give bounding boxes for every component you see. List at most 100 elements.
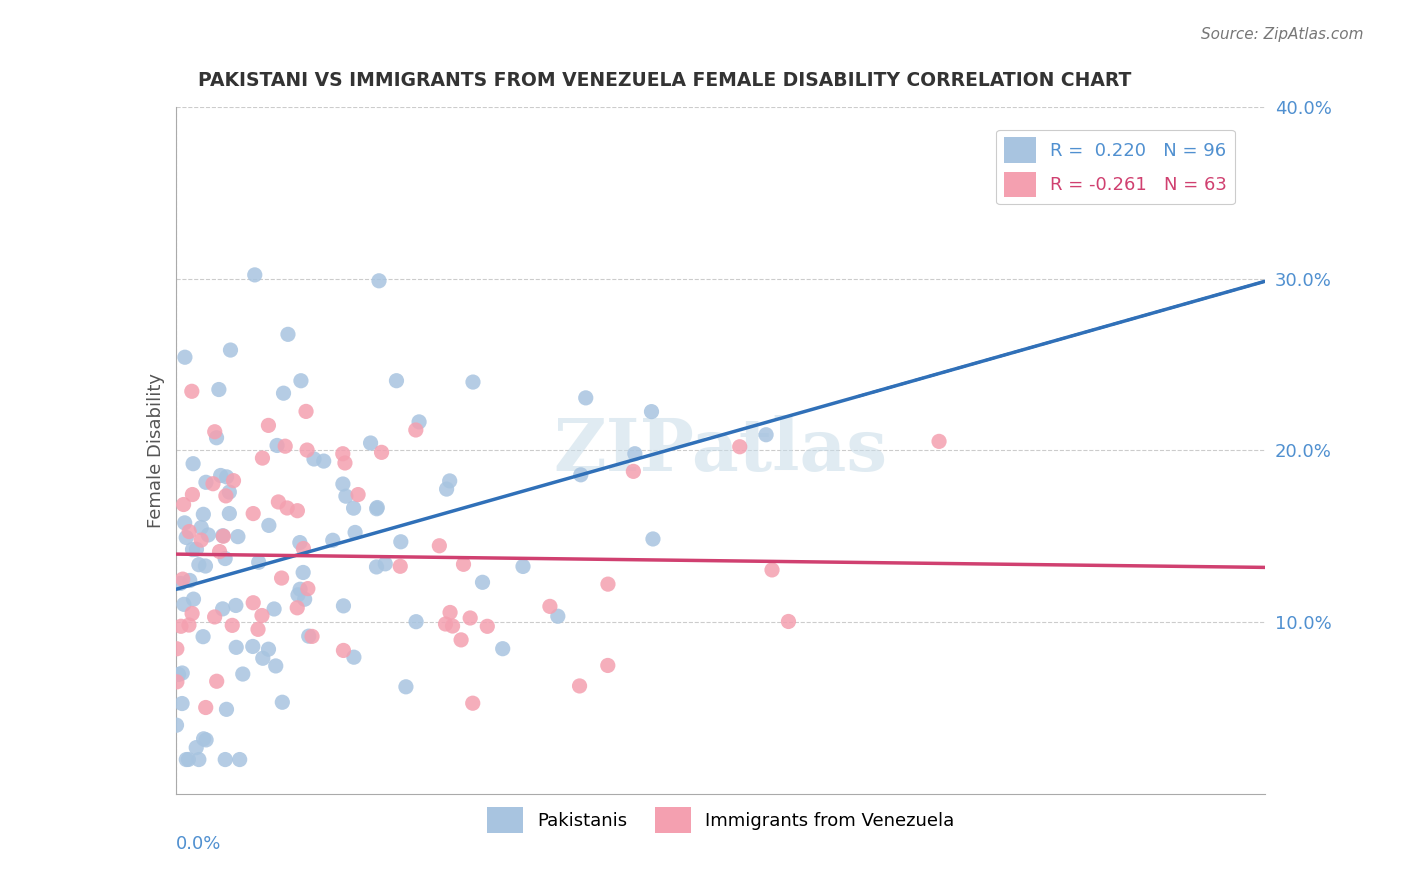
Point [179, 524, 201, 539]
Point [215, 470, 238, 484]
Point [195, 732, 218, 747]
Point [194, 700, 217, 714]
Point [366, 500, 388, 515]
Point [441, 619, 464, 633]
Point [174, 531, 197, 545]
Point [360, 436, 382, 450]
Point [297, 582, 319, 596]
Point [287, 504, 309, 518]
Point [276, 500, 298, 515]
Point [263, 602, 285, 616]
Point [270, 571, 292, 585]
Point [761, 563, 783, 577]
Point [301, 629, 323, 643]
Point [257, 642, 280, 657]
Point [439, 474, 461, 488]
Point [292, 566, 315, 580]
Point [295, 404, 318, 418]
Point [778, 615, 800, 629]
Point [187, 558, 209, 572]
Point [211, 602, 233, 616]
Point [166, 641, 188, 656]
Point [395, 680, 418, 694]
Point [385, 374, 408, 388]
Point [596, 577, 619, 591]
Point [183, 592, 205, 607]
Point [218, 485, 240, 500]
Point [366, 560, 388, 574]
Point [461, 696, 484, 710]
Point [190, 520, 212, 534]
Point [174, 350, 197, 364]
Point [181, 457, 204, 471]
Point [186, 740, 208, 755]
Point [624, 447, 647, 461]
Point [205, 431, 228, 445]
Point [285, 600, 308, 615]
Point [166, 674, 188, 689]
Point [228, 753, 250, 767]
Point [257, 418, 280, 433]
Point [194, 559, 217, 574]
Point [218, 507, 240, 521]
Point [208, 544, 231, 558]
Point [193, 508, 215, 522]
Point [450, 632, 472, 647]
Point [173, 516, 195, 530]
Point [190, 533, 212, 547]
Point [214, 551, 236, 566]
Point [215, 489, 238, 503]
Point [204, 425, 226, 439]
Point [176, 753, 198, 767]
Point [344, 525, 367, 540]
Point [172, 665, 194, 680]
Point [232, 667, 254, 681]
Point [332, 447, 354, 461]
Point [568, 679, 591, 693]
Point [173, 598, 195, 612]
Point [264, 659, 287, 673]
Text: Source: ZipAtlas.com: Source: ZipAtlas.com [1201, 27, 1364, 42]
Point [242, 640, 264, 654]
Point [374, 557, 396, 571]
Point [322, 533, 344, 548]
Point [347, 487, 370, 501]
Point [302, 452, 325, 467]
Point [212, 529, 235, 543]
Point [333, 456, 356, 470]
Point [191, 630, 214, 644]
Point [294, 592, 316, 607]
Point [186, 542, 208, 557]
Point [221, 618, 243, 632]
Point [172, 572, 194, 586]
Point [194, 475, 217, 490]
Point [641, 532, 664, 546]
Point [312, 454, 335, 468]
Point [243, 268, 266, 282]
Point [492, 641, 515, 656]
Point [458, 611, 481, 625]
Point [219, 343, 242, 357]
Point [208, 383, 231, 397]
Point [247, 623, 270, 637]
Point [405, 423, 427, 437]
Point [471, 575, 494, 590]
Point [267, 495, 290, 509]
Point [266, 438, 288, 452]
Point [538, 599, 561, 614]
Point [389, 559, 412, 574]
Point [640, 404, 662, 418]
Point [928, 434, 950, 449]
Point [332, 643, 354, 657]
Point [277, 327, 299, 342]
Point [408, 415, 430, 429]
Point [273, 386, 295, 401]
Point [225, 599, 247, 613]
Point [170, 697, 193, 711]
Point [180, 384, 202, 399]
Point [211, 529, 233, 543]
Legend: Pakistanis, Immigrants from Venezuela: Pakistanis, Immigrants from Venezuela [479, 800, 962, 839]
Point [342, 501, 364, 516]
Point [181, 487, 204, 501]
Point [242, 596, 264, 610]
